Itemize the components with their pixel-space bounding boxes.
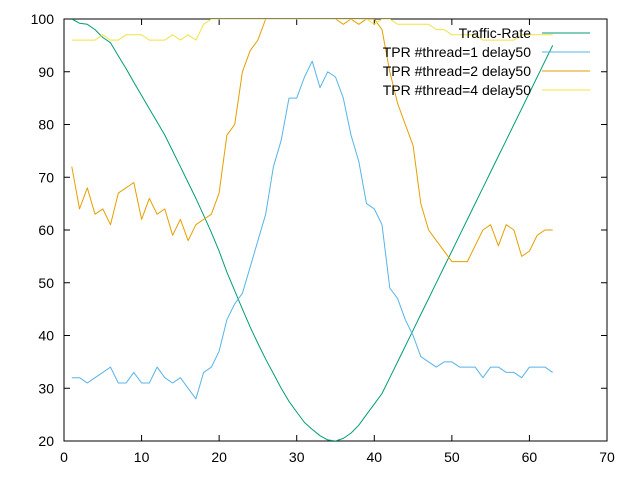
x-tick-label: 30 (289, 449, 305, 465)
series-line-4 (71, 19, 553, 41)
y-tick-label: 60 (38, 222, 54, 238)
x-tick-label: 60 (522, 449, 538, 465)
legend-label-3: TPR #thread=2 delay50 (383, 63, 531, 79)
legend-label-4: TPR #thread=4 delay50 (383, 82, 531, 98)
y-tick-label: 20 (38, 433, 54, 449)
series-line-1 (71, 19, 554, 441)
y-tick-label: 80 (38, 117, 54, 133)
x-tick-label: 70 (599, 449, 615, 465)
y-tick-label: 50 (38, 275, 54, 291)
x-tick-label: 20 (211, 449, 227, 465)
legend-label-2: TPR #thread=1 delay50 (383, 44, 531, 60)
y-tick-label: 30 (38, 380, 54, 396)
y-tick-label: 70 (38, 169, 54, 185)
y-tick-label: 40 (38, 328, 54, 344)
y-tick-label: 90 (38, 64, 54, 80)
y-tick-label: 100 (31, 11, 55, 27)
series-line-2 (71, 60, 553, 400)
x-tick-label: 50 (444, 449, 460, 465)
x-tick-label: 40 (366, 449, 382, 465)
series-line-3 (71, 19, 553, 263)
x-tick-label: 0 (60, 449, 68, 465)
x-tick-label: 10 (134, 449, 150, 465)
legend-label-1: Traffic-Rate (459, 25, 532, 41)
